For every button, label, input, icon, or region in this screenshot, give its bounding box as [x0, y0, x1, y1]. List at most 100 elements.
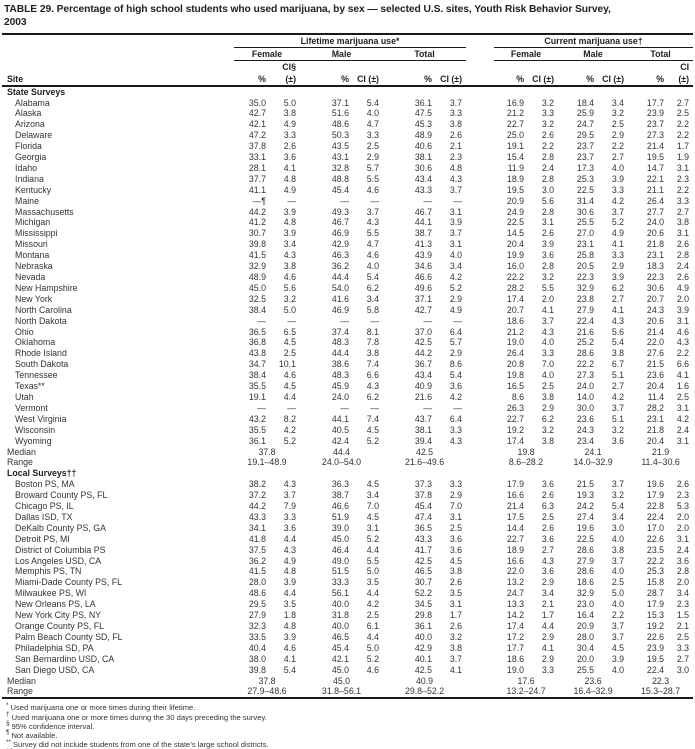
value-cell: 3.6: [449, 381, 463, 392]
value-cell: 2.8: [541, 173, 555, 184]
value-cell: 17.4: [506, 293, 525, 304]
value-cell: 4.5: [366, 424, 379, 435]
column-spacer: [466, 196, 494, 207]
value-cell: 46.7: [414, 206, 432, 217]
site-cell: Florida: [15, 141, 42, 152]
value-cell: 43.8: [248, 348, 266, 359]
column-spacer: [466, 599, 494, 610]
value-cell: 33.5: [248, 631, 266, 642]
value-cell: —: [453, 315, 463, 326]
value-cell: 3.5: [449, 588, 463, 599]
subgroup-header-row: Female Male Total Female Male Total: [2, 47, 694, 61]
value-cell: 21.5: [576, 479, 595, 490]
value-cell: 51.5: [331, 566, 349, 577]
value-cell: 4.1: [611, 304, 625, 315]
value-cell: 17.3: [576, 162, 595, 173]
value-cell: 2.5: [283, 348, 296, 359]
table-row: Dallas ISD, TX 43.3 3.3 51.9 4.5 47.4 3.1 17.5 2…: [2, 512, 693, 523]
value-cell: 2.7: [541, 544, 555, 555]
value-cell: 42.5: [414, 664, 432, 675]
footnote: ** Survey did not include students from o…: [6, 739, 691, 749]
value-cell: 2.0: [676, 577, 690, 588]
value-cell: 42.4: [331, 435, 349, 446]
value-cell: 28.2: [646, 402, 665, 413]
value-cell: 25.3: [576, 173, 595, 184]
value-cell: 32.9: [248, 261, 266, 272]
value-cell: 44.1: [414, 217, 432, 228]
summary-value-cell: 14.0–32.9: [573, 457, 613, 468]
value-cell: 16.0: [506, 261, 525, 272]
value-cell: 24.7: [576, 119, 595, 130]
value-cell: 23.0: [576, 599, 595, 610]
site-cell: Los Angeles USD, CA: [15, 555, 102, 566]
table-row: DeKalb County PS, GA 34.1 3.6 39.0 3.1 36.5 2.…: [2, 523, 693, 534]
value-cell: 3.8: [283, 261, 296, 272]
value-cell: 3.1: [449, 599, 463, 610]
value-cell: 3.1: [676, 402, 690, 413]
value-cell: 39.4: [414, 435, 432, 446]
value-cell: 19.6: [646, 479, 665, 490]
value-cell: —: [287, 402, 296, 413]
value-cell: 24.0: [576, 381, 595, 392]
subgroup-lifetime-male: Male: [300, 47, 383, 61]
value-cell: 35.5: [248, 381, 266, 392]
value-cell: 3.3: [611, 184, 625, 195]
value-cell: 4.9: [283, 555, 296, 566]
value-cell: 14.0: [576, 391, 595, 402]
value-cell: 3.1: [676, 435, 690, 446]
table-row: San Diego USD, CA 39.8 5.4 45.0 4.6 42.5 4.1 19…: [2, 665, 693, 676]
value-cell: 43.3: [414, 184, 432, 195]
value-cell: 1.7: [541, 610, 555, 621]
value-cell: 4.2: [449, 272, 463, 282]
summary-value-cell: 24.0–54.0: [321, 457, 362, 468]
value-cell: 7.8: [366, 337, 379, 348]
value-cell: 4.4: [366, 544, 379, 555]
table-row: Mississippi 30.7 3.9 46.9 5.5 38.7 3.7 14.5 2.6 2…: [2, 228, 693, 239]
table-row: Alabama 35.0 5.0 37.1 5.4 36.1 3.7 16.9 3.2 18.4 3…: [2, 98, 693, 109]
value-cell: 2.7: [676, 206, 690, 217]
table-row: Memphis PS, TN 41.5 4.8 51.5 5.0 46.5 3.8 22.0 3…: [2, 566, 693, 577]
column-spacer: [466, 163, 494, 174]
value-cell: 27.4: [576, 511, 595, 522]
column-spacer: [466, 185, 494, 196]
value-cell: 38.7: [414, 228, 432, 239]
value-cell: 6.1: [366, 621, 379, 631]
value-cell: 4.0: [541, 337, 555, 348]
value-cell: 4.4: [366, 631, 379, 642]
value-cell: 34.6: [414, 261, 432, 272]
site-cell: Idaho: [15, 162, 38, 173]
value-cell: 4.9: [449, 304, 463, 315]
site-cell: Utah: [15, 391, 34, 402]
value-cell: 4.3: [449, 435, 463, 446]
footnote-text: Not available.: [11, 730, 58, 740]
table-row: West Virginia 43.2 8.2 44.1 7.4 43.7 6.4 22.7 6.…: [2, 414, 693, 425]
value-cell: 2.7: [611, 293, 625, 304]
value-cell: 37.5: [248, 544, 266, 555]
value-cell: 5.2: [283, 435, 296, 446]
site-cell: Detroit PS, MI: [15, 533, 70, 544]
value-cell: 5.7: [449, 337, 463, 348]
value-cell: 6.5: [283, 326, 296, 337]
value-cell: 2.4: [541, 162, 555, 173]
summary-value-cell: 37.8: [258, 446, 276, 457]
column-spacer: [466, 261, 494, 272]
site-cell: Orange County PS, FL: [15, 621, 104, 631]
value-cell: 2.7: [611, 381, 625, 392]
value-cell: 45.9: [331, 381, 349, 392]
value-cell: 3.7: [449, 228, 463, 239]
table-row: Wyoming 36.1 5.2 42.4 5.2 39.4 4.3 17.4 3.8 23.4 3…: [2, 436, 693, 447]
value-cell: 2.0: [676, 511, 690, 522]
value-cell: 30.7: [414, 577, 432, 588]
site-cell: Boston PS, MA: [15, 479, 75, 490]
value-cell: 33.1: [248, 152, 266, 163]
value-cell: 48.8: [331, 173, 349, 184]
value-cell: 17.4: [506, 621, 525, 631]
value-cell: 6.2: [611, 282, 625, 293]
site-cell: Oklahoma: [15, 337, 56, 348]
summary-value-cell: 16.4–32.9: [573, 686, 613, 697]
value-cell: 3.0: [676, 664, 690, 675]
value-cell: 14.5: [506, 228, 525, 239]
value-cell: 8.6: [449, 359, 463, 370]
value-cell: 30.6: [414, 162, 432, 173]
table-row: Chicago PS, IL 44.2 7.9 46.6 7.0 45.4 7.0 21.4 6…: [2, 501, 693, 512]
